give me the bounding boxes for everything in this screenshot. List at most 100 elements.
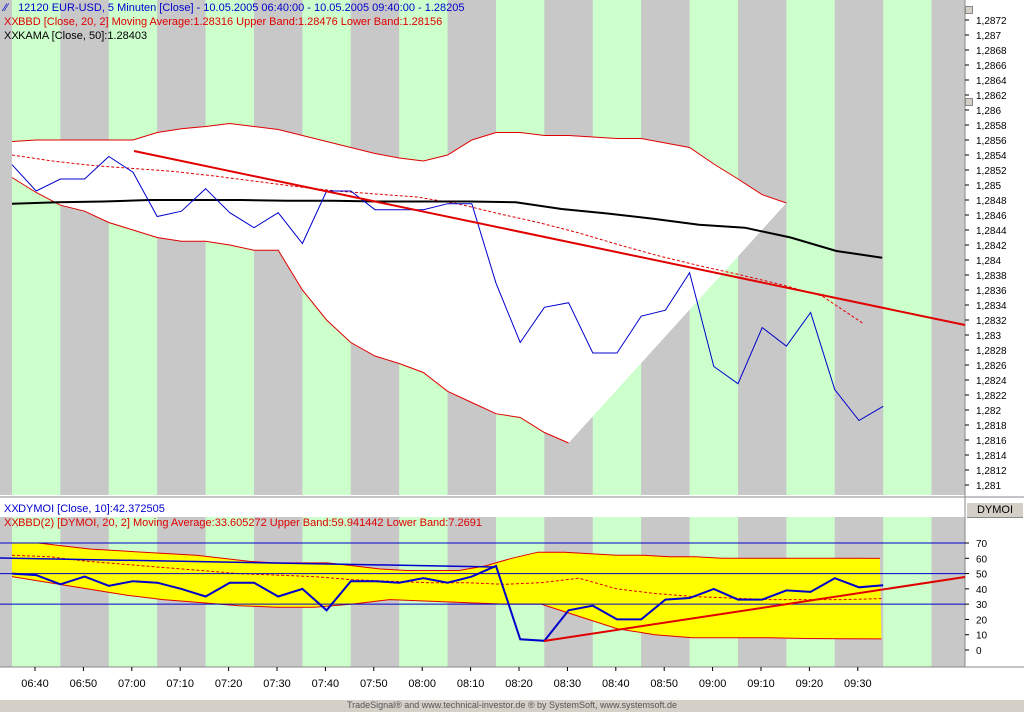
price-legend[interactable]: ⁄∕ 12120 EUR-USD, 5 Minuten [Close] - 10… bbox=[4, 2, 464, 15]
bg-stripe bbox=[12, 0, 61, 495]
price-tick-label: 1,2868 bbox=[976, 46, 1007, 57]
lower-panel-label: DYMOI bbox=[967, 503, 1023, 518]
bg-stripe bbox=[738, 0, 787, 495]
time-tick-label: 08:50 bbox=[650, 678, 678, 690]
price-tick-label: 1,2816 bbox=[976, 436, 1007, 447]
price-tick-label: 1,2844 bbox=[976, 226, 1007, 237]
indicator-icon: XX bbox=[4, 503, 19, 515]
price-tick-label: 1,2826 bbox=[976, 361, 1007, 372]
time-tick-label: 07:10 bbox=[166, 678, 194, 690]
footer-credit: TradeSignal® and www.technical-investor.… bbox=[346, 700, 678, 710]
price-axis-bg bbox=[965, 0, 1024, 495]
bbd2-lower-band-line bbox=[11, 576, 882, 640]
bbd-upper-band-line bbox=[11, 122, 787, 204]
price-tick-label: 1,283 bbox=[976, 331, 1001, 342]
price-tick-label: 1,2824 bbox=[976, 376, 1007, 387]
dymoi-tick-label: 40 bbox=[976, 585, 988, 596]
price-tick-label: 1,2846 bbox=[976, 211, 1007, 222]
price-tick-label: 1,284 bbox=[976, 256, 1001, 267]
bg-stripe bbox=[931, 0, 965, 495]
price-tick-label: 1,2828 bbox=[976, 346, 1007, 357]
dymoi-axis-bg bbox=[965, 517, 1024, 667]
time-tick-label: 07:20 bbox=[215, 678, 243, 690]
price-tick-label: 1,2834 bbox=[976, 301, 1007, 312]
bg-stripe bbox=[0, 0, 12, 495]
price-tick-label: 1,2858 bbox=[976, 121, 1007, 132]
bg-stripe bbox=[12, 517, 61, 667]
dymoi-legend[interactable]: XX DYMOI [Close, 10]:42.372505 bbox=[4, 503, 165, 516]
price-tick-label: 1,2856 bbox=[976, 136, 1007, 147]
dymoi-trend-line bbox=[0, 557, 496, 568]
price-tick-label: 1,2866 bbox=[976, 61, 1007, 72]
price-tick-label: 1,2838 bbox=[976, 271, 1007, 282]
price-tick-label: 1,2818 bbox=[976, 421, 1007, 432]
time-tick-label: 07:00 bbox=[118, 678, 146, 690]
indicator-icon: XX bbox=[4, 16, 19, 28]
dymoi-band-area bbox=[12, 543, 882, 639]
time-tick-label: 09:10 bbox=[747, 678, 775, 690]
panel-separator bbox=[0, 495, 1024, 517]
price-close-line bbox=[11, 155, 884, 422]
time-tick-label: 09:20 bbox=[796, 678, 824, 690]
indicator-icon: XX bbox=[4, 30, 19, 42]
price-tick-label: 1,2814 bbox=[976, 451, 1007, 462]
scroll-down-button[interactable] bbox=[965, 98, 973, 106]
indicator-icon: XX bbox=[4, 517, 19, 529]
time-tick-label: 08:30 bbox=[554, 678, 582, 690]
price-tick-label: 1,2864 bbox=[976, 76, 1007, 87]
dymoi-legend-text: DYMOI [Close, 10]:42.372505 bbox=[18, 503, 165, 515]
bg-stripe bbox=[931, 517, 965, 667]
bbd-legend[interactable]: XX BBD [Close, 20, 2] Moving Average:1.2… bbox=[4, 16, 442, 29]
dymoi-trend-line-up bbox=[543, 576, 966, 642]
bg-stripe bbox=[834, 0, 884, 495]
dymoi-tick-label: 70 bbox=[976, 539, 988, 550]
price-tick-label: 1,2822 bbox=[976, 391, 1007, 402]
bg-stripe bbox=[883, 0, 932, 495]
bg-stripe bbox=[0, 517, 12, 667]
time-tick-label: 06:40 bbox=[21, 678, 49, 690]
price-tick-label: 1,2832 bbox=[976, 316, 1007, 327]
time-tick-label: 09:30 bbox=[844, 678, 872, 690]
dymoi-tick-label: 10 bbox=[976, 631, 988, 642]
bbd2-upper-band-line bbox=[12, 542, 880, 571]
scroll-up-button[interactable] bbox=[965, 6, 973, 14]
price-tick-label: 1,2836 bbox=[976, 286, 1007, 297]
bg-stripe bbox=[157, 0, 206, 495]
time-tick-label: 08:10 bbox=[457, 678, 485, 690]
price-tick-label: 1,2854 bbox=[976, 151, 1007, 162]
dymoi-tick-label: 20 bbox=[976, 615, 988, 626]
price-tick-label: 1,2862 bbox=[976, 91, 1007, 102]
time-axis-bg bbox=[0, 667, 1024, 700]
price-tick-label: 1,2812 bbox=[976, 466, 1007, 477]
price-tick-label: 1,2848 bbox=[976, 196, 1007, 207]
time-tick-label: 07:40 bbox=[312, 678, 340, 690]
time-tick-label: 08:00 bbox=[408, 678, 436, 690]
bg-stripe bbox=[60, 517, 109, 667]
kama-legend-text: KAMA [Close, 50]:1.28403 bbox=[18, 30, 148, 42]
time-tick-label: 07:50 bbox=[360, 678, 388, 690]
bbd-legend-text: BBD [Close, 20, 2] Moving Average:1.2831… bbox=[18, 16, 443, 28]
bg-stripe bbox=[108, 0, 158, 495]
bg-stripe bbox=[60, 0, 109, 495]
time-tick-label: 08:20 bbox=[505, 678, 533, 690]
dymoi-tick-label: 60 bbox=[976, 554, 988, 565]
bbd2-legend[interactable]: XX BBD(2) [DYMOI, 20, 2] Moving Average:… bbox=[4, 517, 482, 530]
time-tick-label: 09:00 bbox=[699, 678, 727, 690]
trend-line-down bbox=[133, 150, 966, 326]
price-tick-label: 1,281 bbox=[976, 481, 1001, 492]
line-chart-icon: ⁄∕ bbox=[4, 2, 8, 14]
dymoi-tick-label: 50 bbox=[976, 570, 988, 581]
bg-stripe bbox=[883, 517, 932, 667]
price-tick-label: 1,287 bbox=[976, 31, 1001, 42]
dymoi-tick-label: 30 bbox=[976, 600, 988, 611]
dymoi-tick-label: 0 bbox=[976, 646, 982, 657]
price-legend-text: 12120 EUR-USD, 5 Minuten [Close] - 10.05… bbox=[18, 2, 465, 14]
bollinger-band-area bbox=[12, 123, 787, 443]
time-tick-label: 06:50 bbox=[70, 678, 98, 690]
price-tick-label: 1,285 bbox=[976, 181, 1001, 192]
price-tick-label: 1,2872 bbox=[976, 16, 1007, 27]
time-tick-label: 08:40 bbox=[602, 678, 630, 690]
kama-legend[interactable]: XX KAMA [Close, 50]:1.28403 bbox=[4, 30, 147, 43]
